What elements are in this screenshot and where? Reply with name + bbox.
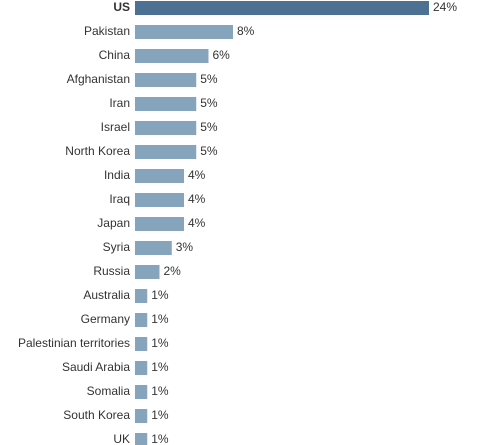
value-label: 3%	[176, 240, 194, 254]
bar	[135, 97, 197, 111]
value-label: 8%	[237, 24, 255, 38]
category-label: China	[99, 48, 131, 62]
bar	[135, 337, 148, 351]
value-label: 1%	[151, 408, 169, 422]
value-label: 1%	[151, 384, 169, 398]
category-label: US	[113, 0, 130, 14]
bar	[135, 121, 197, 135]
category-label: Iran	[109, 96, 130, 110]
bar	[135, 409, 148, 423]
value-label: 5%	[200, 144, 218, 158]
bar	[135, 241, 172, 255]
value-label: 5%	[200, 120, 218, 134]
category-label: Germany	[81, 312, 130, 326]
category-label: North Korea	[65, 144, 130, 158]
bar	[135, 145, 197, 159]
value-label: 4%	[188, 168, 206, 182]
category-label: Afghanistan	[67, 72, 130, 86]
category-label: Saudi Arabia	[62, 360, 130, 374]
value-label: 2%	[164, 264, 182, 278]
category-label: Palestinian territories	[18, 336, 130, 350]
bar	[135, 73, 197, 87]
category-label: UK	[113, 432, 130, 445]
category-label: Israel	[101, 120, 130, 134]
category-label: Iraq	[109, 192, 130, 206]
bar	[135, 49, 209, 63]
bar	[135, 25, 233, 39]
value-label: 1%	[151, 336, 169, 350]
category-label: South Korea	[63, 408, 130, 422]
category-label: Syria	[103, 240, 131, 254]
value-label: 1%	[151, 360, 169, 374]
bar	[135, 217, 184, 231]
category-label: Japan	[97, 216, 130, 230]
value-label: 24%	[433, 0, 457, 14]
bar	[135, 289, 148, 303]
value-label: 4%	[188, 192, 206, 206]
category-label: Somalia	[87, 384, 131, 398]
value-label: 1%	[151, 432, 169, 445]
value-label: 1%	[151, 312, 169, 326]
category-label: Pakistan	[84, 24, 130, 38]
category-label: India	[104, 168, 130, 182]
category-label: Russia	[93, 264, 130, 278]
bar	[135, 193, 184, 207]
value-label: 6%	[213, 48, 231, 62]
value-label: 5%	[200, 72, 218, 86]
category-label: Australia	[83, 288, 130, 302]
bar	[135, 433, 148, 445]
bar	[135, 313, 148, 327]
bar	[135, 265, 160, 279]
bar	[135, 361, 148, 375]
bar	[135, 1, 429, 15]
value-label: 5%	[200, 96, 218, 110]
bar	[135, 169, 184, 183]
value-label: 1%	[151, 288, 169, 302]
bar	[135, 385, 148, 399]
value-label: 4%	[188, 216, 206, 230]
